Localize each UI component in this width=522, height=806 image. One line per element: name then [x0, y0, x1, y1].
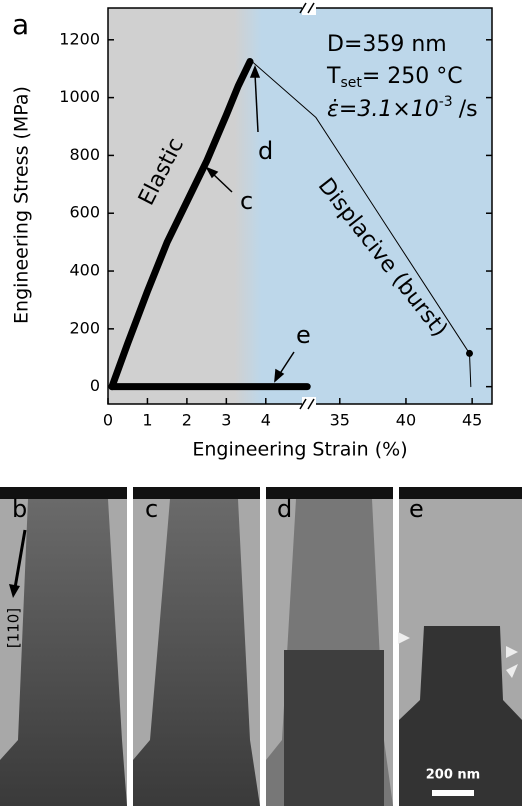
temp-symbol: T: [326, 64, 341, 89]
annotation: c: [240, 187, 253, 215]
x-tick-label: 35: [330, 411, 350, 430]
image-label: b: [12, 495, 27, 523]
image-label: d: [277, 495, 292, 523]
y-tick-label: 600: [69, 203, 100, 222]
condition-rate: ε̇=3.1×10-3/s: [327, 94, 478, 122]
x-axis-title: Engineering Strain (%): [192, 439, 407, 461]
rate-exp: -3: [439, 94, 453, 110]
tem-panel: [0, 487, 127, 806]
scale-bar-label: 200 nm: [426, 768, 480, 783]
image-label: e: [409, 495, 424, 523]
y-tick-label: 0: [90, 376, 100, 395]
tem-panel: [398, 487, 522, 806]
temp-value: = 250 °C: [362, 64, 463, 89]
x-tick-label: 45: [462, 411, 482, 430]
annotation-arrows: [205, 64, 295, 383]
y-tick-label: 1200: [59, 29, 100, 48]
tem-panel: [266, 487, 393, 806]
annotation: d: [258, 137, 273, 165]
plot-background: [108, 8, 492, 404]
direction-arrow: [13, 529, 27, 589]
x-tick-label: 1: [142, 411, 152, 430]
image-label: c: [145, 495, 158, 523]
panel-label: a: [12, 8, 29, 41]
y-tick-label: 400: [69, 261, 100, 280]
x-tick-label: 3: [221, 411, 231, 430]
thin-curve: [251, 60, 472, 388]
condition-temperature: Tset= 250 °C: [326, 64, 463, 91]
tem-panel: [133, 487, 260, 806]
rate-symbol: ε̇=3.1×10: [327, 97, 439, 122]
annotation: e: [296, 321, 311, 349]
axis-break: [299, 1, 316, 411]
condition-diameter: D=359 nm: [327, 32, 447, 57]
tem-images: b c d e [110] 200 nm: [0, 487, 522, 806]
thick-curve: [108, 57, 254, 391]
data-point: [465, 349, 473, 357]
direction-label: [110]: [5, 608, 23, 648]
y-tick-label: 1000: [59, 87, 100, 106]
x-tick-label: 0: [103, 411, 113, 430]
x-tick-label: 40: [396, 411, 416, 430]
plot: [108, 57, 473, 391]
rate-unit: /s: [459, 97, 478, 122]
y-tick-label: 200: [69, 318, 100, 337]
x-tick-label: 4: [261, 411, 271, 430]
x-tick-label: 2: [182, 411, 192, 430]
plot-frame: [107, 7, 493, 405]
temp-sub: set: [340, 75, 362, 91]
y-axis-title: Engineering Stress (MPa): [11, 86, 33, 324]
direction-arrow-head: [9, 584, 20, 598]
y-tick-label: 800: [69, 145, 100, 164]
